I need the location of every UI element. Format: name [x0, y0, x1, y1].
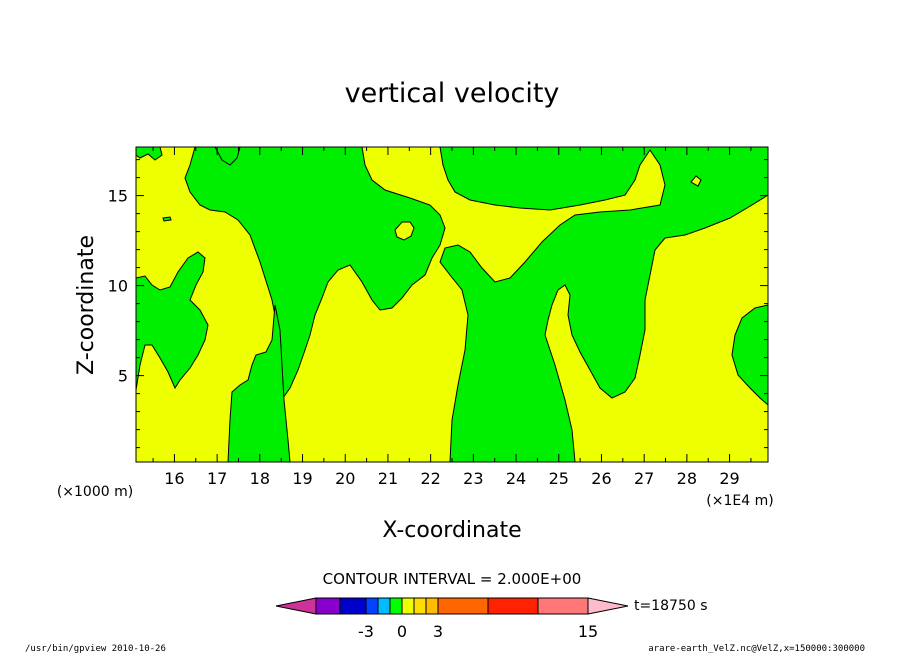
y-tick-label: 15 [108, 187, 128, 206]
contour-interval-label: CONTOUR INTERVAL = 2.000E+00 [323, 570, 582, 588]
colorbar-segment [487, 597, 539, 615]
x-tick-label: 27 [634, 469, 654, 488]
colorbar-tick-label: 15 [578, 622, 598, 641]
chart-title: vertical velocity [345, 78, 560, 109]
region-left-upper [135, 251, 209, 391]
colorbar-tick-label: 0 [397, 622, 407, 641]
x-tick-label: 20 [335, 469, 355, 488]
colorbar [275, 597, 629, 615]
colorbar-arrow-right [587, 597, 629, 615]
x-tick-label: 29 [719, 469, 739, 488]
plot-area: 16 17 18 19 20 21 22 23 24 25 26 27 28 29 5 10 15 [108, 146, 769, 488]
colorbar-arrow-left [275, 597, 317, 615]
region-top-middle [184, 146, 446, 400]
x-ticks: 16 17 18 19 20 21 22 23 24 25 26 27 28 29 [152, 147, 752, 488]
x-offset-label: (×1000 m) [57, 484, 133, 500]
colorbar-segment [437, 597, 489, 615]
y-axis-label: Z-coordinate [74, 235, 99, 375]
colorbar-tick-label: 3 [433, 622, 443, 641]
colorbar-segment [315, 597, 341, 615]
x-axis-label: X-coordinate [382, 518, 521, 543]
x-tick-label: 25 [549, 469, 569, 488]
colorbar-segment [401, 597, 415, 615]
y-tick-label: 10 [108, 277, 128, 296]
y-tick-label: 5 [118, 367, 128, 386]
colorbar-segment [377, 597, 391, 615]
region-yellow-island [394, 221, 415, 241]
x-tick-label: 24 [506, 469, 526, 488]
x-tick-label: 28 [677, 469, 697, 488]
x-tick-label: 21 [378, 469, 398, 488]
x-tick-label: 18 [250, 469, 270, 488]
footer-left: /usr/bin/gpview 2010-10-26 [25, 644, 166, 654]
colorbar-tick-label: -3 [358, 622, 374, 641]
region-left-lower [227, 304, 291, 463]
footer-right: arare-earth_VelZ.nc@VelZ,x=150000:300000 [648, 644, 865, 654]
colorbar-segment [389, 597, 403, 615]
region-green-speck [162, 216, 172, 222]
y-ticks: 5 10 15 [108, 159, 768, 449]
region-right-edge [731, 304, 769, 407]
colorbar-segment [365, 597, 379, 615]
colorbar-segment [425, 597, 439, 615]
colorbar-segment [537, 597, 589, 615]
x-tick-label: 26 [591, 469, 611, 488]
time-label: t=18750 s [634, 598, 708, 614]
region-top-left-corner [135, 146, 163, 161]
x-tick-label: 23 [463, 469, 483, 488]
colorbar-segment [339, 597, 367, 615]
x-tick-label: 22 [420, 469, 440, 488]
x-tick-label: 19 [292, 469, 312, 488]
colorbar-ticks: -3 0 3 15 [358, 622, 598, 641]
region-top-right [439, 146, 769, 463]
x-scale-label: (×1E4 m) [706, 493, 773, 509]
x-tick-label: 16 [164, 469, 184, 488]
region-yellow-speck [690, 175, 702, 187]
x-tick-label: 17 [207, 469, 227, 488]
colorbar-segment [413, 597, 427, 615]
